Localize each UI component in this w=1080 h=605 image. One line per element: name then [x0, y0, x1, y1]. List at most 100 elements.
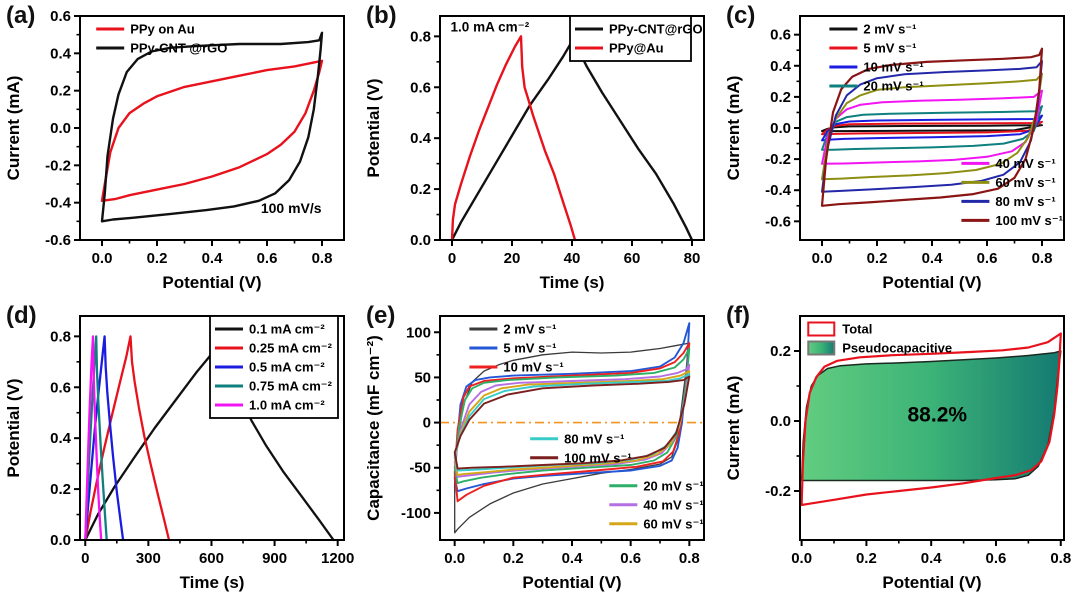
svg-text:0.0: 0.0	[770, 120, 791, 137]
svg-text:Current (mA): Current (mA)	[724, 376, 743, 481]
chart-a-cv-comparison: 0.0 0.2 0.4 0.6 0.8 -0.6 -0.4 -0.2 0.0 0.2 0.4 0.6 P…	[0, 0, 360, 300]
svg-text:0.2: 0.2	[867, 250, 888, 267]
svg-text:0.2: 0.2	[770, 343, 791, 360]
svg-text:0.4: 0.4	[922, 250, 944, 267]
svg-text:0.2: 0.2	[503, 550, 524, 567]
svg-text:20: 20	[504, 250, 521, 267]
svg-text:0.8: 0.8	[679, 550, 700, 567]
svg-text:Time (s): Time (s)	[540, 273, 605, 292]
svg-text:0.0: 0.0	[444, 550, 465, 567]
svg-text:0.2: 0.2	[410, 181, 431, 198]
svg-text:0.0: 0.0	[92, 250, 113, 267]
svg-text:0.6: 0.6	[620, 550, 641, 567]
svg-text:0.8: 0.8	[50, 328, 71, 345]
svg-text:40 mV s⁻¹: 40 mV s⁻¹	[643, 497, 703, 512]
svg-text:80 mV s⁻¹: 80 mV s⁻¹	[564, 431, 624, 446]
panel-f: (f) 0.0 0.2 0.4 0.6 0.8 -0.2 0.0 0.2 Potential (…	[720, 300, 1080, 600]
svg-text:300: 300	[136, 550, 161, 567]
svg-text:-0.2: -0.2	[765, 483, 791, 500]
svg-text:2 mV s⁻¹: 2 mV s⁻¹	[863, 22, 916, 37]
svg-text:60: 60	[624, 250, 641, 267]
svg-text:-50: -50	[409, 460, 431, 477]
svg-text:0.6: 0.6	[986, 550, 1007, 567]
panel-c: (c) 0.0 0.2 0.4 0.6 0.8 -0.6 -0.4 -0.2 0.0 0.2 0.4…	[720, 0, 1080, 300]
svg-text:600: 600	[199, 550, 224, 567]
svg-text:-0.2: -0.2	[765, 151, 791, 168]
svg-text:0.4: 0.4	[770, 58, 792, 75]
svg-text:1200: 1200	[321, 550, 354, 567]
svg-text:0.4: 0.4	[50, 430, 72, 447]
svg-text:60 mV s⁻¹: 60 mV s⁻¹	[995, 175, 1055, 190]
panel-a: (a) 0.0 0.2 0.4 0.6 0.8 -0.6 -0.4 -0.2 0.0 0.2 0.4…	[0, 0, 360, 300]
svg-text:20 mV s⁻¹: 20 mV s⁻¹	[863, 79, 923, 94]
svg-text:Potential (V): Potential (V)	[162, 273, 261, 292]
svg-text:0.2: 0.2	[147, 250, 168, 267]
svg-text:Pseudocapacitive: Pseudocapacitive	[842, 341, 952, 356]
svg-text:0.2: 0.2	[770, 89, 791, 106]
svg-text:0.75 mA cm⁻²: 0.75 mA cm⁻²	[249, 379, 333, 394]
chart-b-gcd-comparison: 0 20 40 60 80 0.0 0.2 0.4 0.6 0.8 Time (s) Potentia…	[360, 0, 720, 300]
svg-text:0.6: 0.6	[257, 250, 278, 267]
svg-text:0: 0	[448, 250, 456, 267]
svg-text:0: 0	[423, 415, 431, 432]
svg-text:0.6: 0.6	[50, 379, 71, 396]
svg-text:100 mV s⁻¹: 100 mV s⁻¹	[995, 213, 1063, 228]
svg-text:Total: Total	[842, 322, 872, 337]
svg-text:0.2: 0.2	[50, 481, 71, 498]
svg-text:-0.2: -0.2	[45, 157, 71, 174]
svg-text:0.0: 0.0	[50, 120, 71, 137]
svg-text:-0.6: -0.6	[765, 213, 791, 230]
svg-text:0.2: 0.2	[856, 550, 877, 567]
svg-text:Current (mA): Current (mA)	[724, 76, 743, 181]
panel-b: (b) 0 20 40 60 80 0.0 0.2 0.4 0.6 0.8 Time (s) Pote…	[360, 0, 720, 300]
svg-text:Time (s): Time (s)	[180, 573, 245, 592]
svg-text:0.6: 0.6	[50, 8, 71, 25]
svg-text:Current (mA): Current (mA)	[4, 76, 23, 181]
svg-text:0.4: 0.4	[562, 550, 584, 567]
svg-text:-0.4: -0.4	[765, 182, 792, 199]
svg-text:0.2: 0.2	[50, 83, 71, 100]
svg-text:PPy-CNT@rGO: PPy-CNT@rGO	[609, 22, 703, 37]
svg-text:0.0: 0.0	[791, 550, 812, 567]
svg-text:0.1 mA cm⁻²: 0.1 mA cm⁻²	[249, 322, 325, 337]
svg-text:100: 100	[406, 324, 431, 341]
svg-text:PPy-CNT @rGO: PPy-CNT @rGO	[130, 41, 227, 56]
panel-d-label: (d)	[6, 302, 37, 329]
svg-text:Capacitance (mF cm⁻²): Capacitance (mF cm⁻²)	[364, 335, 383, 521]
svg-text:40 mV s⁻¹: 40 mV s⁻¹	[995, 156, 1055, 171]
svg-text:0.8: 0.8	[312, 250, 333, 267]
svg-text:0.0: 0.0	[50, 532, 71, 549]
svg-text:-100: -100	[401, 505, 431, 522]
svg-text:10 mV s⁻¹: 10 mV s⁻¹	[503, 360, 563, 375]
svg-text:-0.6: -0.6	[45, 232, 71, 249]
chart-c-cv-scan-rates: 0.0 0.2 0.4 0.6 0.8 -0.6 -0.4 -0.2 0.0 0.2 0.4 0.6 P…	[720, 0, 1080, 300]
panel-e: (e) 0.0 0.2 0.4 0.6 0.8 -100 -50 0 50 100 Potentia…	[360, 300, 720, 600]
svg-text:0.4: 0.4	[921, 550, 943, 567]
svg-text:PPy@Au: PPy@Au	[609, 41, 664, 56]
svg-text:2 mV s⁻¹: 2 mV s⁻¹	[503, 322, 556, 337]
svg-text:0.6: 0.6	[410, 79, 431, 96]
svg-text:0.5 mA cm⁻²: 0.5 mA cm⁻²	[249, 360, 325, 375]
svg-text:Potential (V): Potential (V)	[364, 78, 383, 177]
svg-text:-0.4: -0.4	[45, 195, 72, 212]
svg-text:0.0: 0.0	[812, 250, 833, 267]
svg-text:80: 80	[684, 250, 701, 267]
svg-text:1.0 mA cm⁻²: 1.0 mA cm⁻²	[451, 20, 530, 35]
svg-text:0.8: 0.8	[1032, 250, 1053, 267]
svg-text:88.2%: 88.2%	[908, 403, 968, 426]
svg-text:Potential (V): Potential (V)	[882, 273, 981, 292]
svg-text:0.6: 0.6	[770, 27, 791, 44]
panel-c-label: (c)	[726, 2, 756, 29]
svg-text:0.4: 0.4	[202, 250, 224, 267]
svg-text:100 mV/s: 100 mV/s	[261, 200, 322, 216]
panel-f-label: (f)	[726, 302, 750, 329]
svg-text:5 mV s⁻¹: 5 mV s⁻¹	[863, 41, 916, 56]
chart-d-gcd-current-densities: 0 300 600 900 1200 0.0 0.2 0.4 0.6 0.8 Time (s) Pot…	[0, 300, 360, 600]
svg-text:Potential (V): Potential (V)	[522, 573, 621, 592]
svg-text:1.0 mA cm⁻²: 1.0 mA cm⁻²	[249, 398, 325, 413]
svg-text:Potential (V): Potential (V)	[4, 378, 23, 477]
svg-text:0.4: 0.4	[410, 130, 432, 147]
panel-a-label: (a)	[6, 2, 36, 29]
panel-b-label: (b)	[366, 2, 397, 29]
